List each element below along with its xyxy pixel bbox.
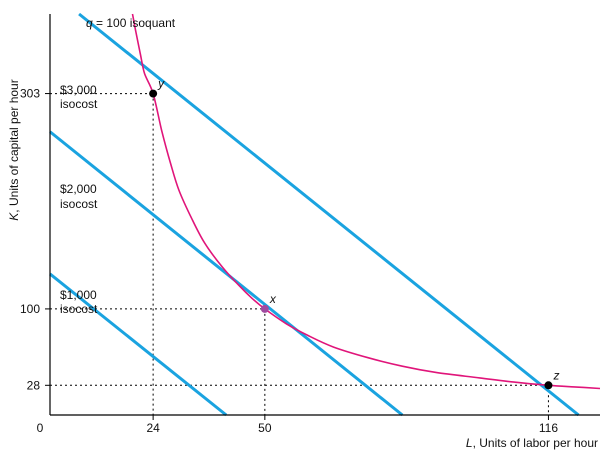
point-markers: y x z [149, 77, 559, 390]
x-axis-title-var: L [466, 436, 473, 450]
point-x [260, 304, 269, 313]
reference-lines [50, 93, 549, 415]
y-axis-title: K, Units of capital per hour [7, 79, 21, 220]
point-y [149, 89, 158, 98]
x-tick-label-0: 0 [37, 421, 44, 435]
y-tick-label-303: 303 [20, 87, 40, 101]
isoquant-label-rest: = 100 isoquant [93, 16, 176, 30]
point-z [544, 381, 553, 390]
axis-ticks: 0 24 50 116 28 100 303 [20, 87, 558, 435]
isocost-line-3 [49, 272, 228, 417]
isocost-line-1 [78, 12, 580, 417]
isocost-line-2 [49, 130, 404, 417]
x-axis-title: L, Units of labor per hour [466, 436, 598, 450]
isocost-1000-label-line1: $1,000 [60, 288, 97, 302]
x-axis-title-rest: , Units of labor per hour [473, 436, 598, 450]
isocost-3000-label-line1: $3,000 [60, 83, 97, 97]
isoquant-curve [131, 13, 601, 390]
x-tick-label-116: 116 [539, 421, 558, 435]
y-tick-label-100: 100 [20, 302, 40, 316]
isocost-3000-label-line2: isocost [60, 97, 98, 111]
isoquant-curve-group [131, 13, 601, 390]
isoquant-label-var: q [86, 16, 93, 30]
point-label-x: x [269, 292, 277, 306]
point-label-y: y [157, 77, 165, 91]
isocost-2000-label-line1: $2,000 [60, 182, 97, 196]
isocost-2000-label-line2: isocost [60, 197, 98, 211]
y-axis-title-var: K [7, 212, 21, 221]
x-tick-label-50: 50 [258, 421, 272, 435]
isocost-lines [49, 12, 580, 417]
y-axis-title-rest: , Units of capital per hour [7, 79, 21, 212]
isoquant-label: q = 100 isoquant [86, 16, 176, 30]
isocost-1000-label-line2: isocost [60, 302, 98, 316]
y-tick-label-28: 28 [27, 378, 41, 392]
x-tick-label-24: 24 [146, 421, 160, 435]
axes [49, 14, 600, 416]
point-label-z: z [552, 368, 559, 382]
